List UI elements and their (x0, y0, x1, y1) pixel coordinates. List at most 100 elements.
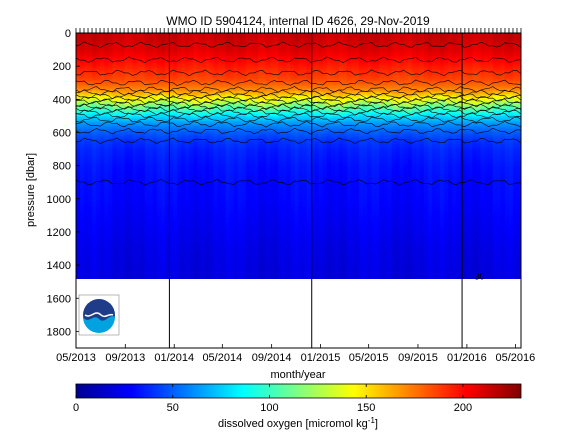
heatmap-cell (108, 79, 114, 82)
heatmap-cell (156, 266, 162, 270)
heatmap-cell (104, 140, 109, 144)
heatmap-cell (136, 145, 142, 148)
heatmap-cell (88, 157, 93, 160)
heatmap-cell (120, 117, 126, 120)
heatmap-cell (128, 67, 134, 71)
heatmap-cell (156, 217, 162, 220)
heatmap-cell (104, 168, 109, 172)
heatmap-cell (132, 149, 138, 152)
heatmap-cell (128, 77, 134, 81)
heatmap-cell (100, 192, 105, 195)
heatmap-cell (108, 222, 114, 225)
heatmap-cell (96, 135, 101, 139)
heatmap-cell (84, 246, 89, 250)
heatmap-cell (116, 150, 122, 153)
heatmap-cell (128, 177, 134, 180)
heatmap-cell (136, 251, 142, 255)
heatmap-cell (116, 233, 122, 236)
heatmap-cell (92, 173, 97, 177)
heatmap-cell (160, 192, 166, 195)
heatmap-cell (88, 67, 93, 71)
heatmap-cell (152, 192, 158, 195)
heatmap-cell (160, 193, 166, 197)
heatmap-cell (104, 248, 109, 251)
heatmap-cell (148, 180, 154, 183)
heatmap-cell (128, 168, 134, 172)
heatmap-cell (88, 231, 93, 235)
heatmap-cell (84, 178, 89, 182)
heatmap-cell (132, 180, 138, 183)
heatmap-cell (132, 261, 138, 265)
heatmap-cell (160, 67, 166, 71)
heatmap-cell (92, 145, 97, 148)
heatmap-cell (88, 66, 93, 69)
heatmap-cell (100, 246, 105, 250)
heatmap-cell (128, 240, 134, 243)
heatmap-cell (92, 208, 97, 211)
heatmap-cell (80, 165, 85, 168)
heatmap-cell (140, 165, 146, 168)
heatmap-cell (136, 104, 142, 107)
heatmap-cell (104, 52, 109, 56)
heatmap-cell (88, 235, 93, 238)
heatmap-cell (128, 120, 134, 124)
heatmap-cell (144, 145, 150, 148)
heatmap-cell (156, 226, 162, 230)
heatmap-cell (108, 125, 114, 129)
heatmap-cell (112, 140, 118, 144)
heatmap-cell (108, 86, 114, 89)
heatmap-cell (148, 81, 154, 84)
heatmap-cell (152, 222, 158, 225)
heatmap-cell (156, 278, 162, 279)
heatmap-cell (136, 248, 142, 251)
heatmap-cell (88, 142, 93, 145)
heatmap-cell (116, 135, 122, 139)
heatmap-cell (80, 162, 85, 165)
heatmap-cell (80, 54, 85, 57)
heatmap-cell (124, 203, 130, 207)
heatmap-cell (80, 52, 85, 56)
heatmap-cell (92, 154, 97, 157)
heatmap-cell (76, 183, 81, 187)
heatmap-cell (80, 273, 85, 276)
heatmap-cell (144, 253, 150, 256)
heatmap-cell (100, 86, 105, 89)
heatmap-cell (76, 155, 81, 158)
heatmap-cell (88, 163, 93, 167)
heatmap-cell (100, 255, 105, 258)
heatmap-cell (124, 170, 130, 173)
heatmap-cell (88, 263, 93, 266)
heatmap-cell (76, 109, 81, 112)
heatmap-cell (136, 245, 142, 248)
heatmap-cell (136, 210, 142, 213)
heatmap-cell (132, 278, 138, 279)
heatmap-cell (148, 125, 154, 129)
heatmap-cell (144, 210, 150, 213)
heatmap-cell (120, 205, 126, 208)
heatmap-cell (100, 71, 105, 74)
heatmap-cell (140, 110, 146, 114)
heatmap-cell (92, 261, 97, 265)
heatmap-cell (76, 268, 81, 271)
heatmap-cell (96, 238, 101, 241)
heatmap-cell (148, 273, 154, 276)
heatmap-cell (96, 268, 101, 271)
heatmap-cell (160, 198, 166, 202)
heatmap-cell (108, 195, 114, 198)
heatmap-cell (112, 278, 118, 279)
heatmap-cell (116, 66, 122, 69)
heatmap-cell (80, 112, 85, 115)
heatmap-cell (124, 56, 130, 59)
heatmap-cell (156, 192, 162, 195)
heatmap-cell (144, 69, 150, 72)
heatmap-cell (96, 207, 101, 210)
heatmap-cell (128, 208, 134, 211)
heatmap-cell (144, 33, 150, 36)
heatmap-cell (144, 200, 150, 203)
heatmap-cell (136, 276, 142, 279)
heatmap-cell (80, 175, 85, 178)
heatmap-cell (92, 127, 97, 130)
heatmap-cell (84, 268, 89, 271)
heatmap-cell (96, 44, 101, 47)
heatmap-cell (156, 207, 162, 210)
